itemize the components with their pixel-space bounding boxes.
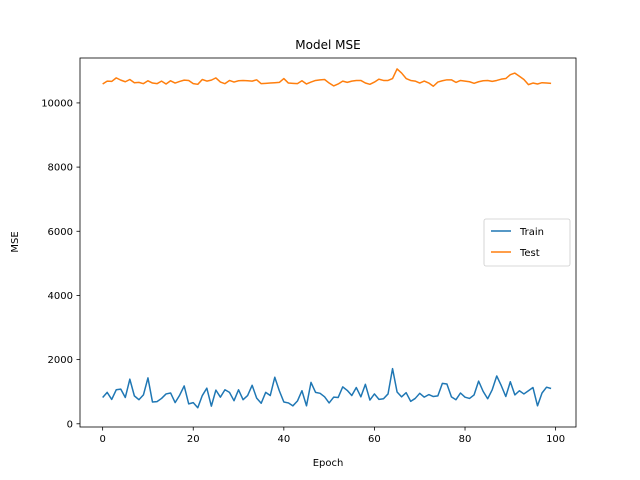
- y-tick-label: 10000: [41, 98, 73, 109]
- x-tick-label: 80: [459, 434, 472, 445]
- y-tick-label: 8000: [48, 163, 73, 174]
- series-line-train: [102, 367, 552, 409]
- chart-title: Model MSE: [295, 38, 360, 52]
- x-tick-label: 60: [368, 434, 381, 445]
- series-lines: [102, 68, 552, 409]
- y-tick-label: 6000: [48, 227, 73, 238]
- y-ticks: 0 2000 4000 6000 8000 10000: [41, 98, 80, 430]
- axes-frame: [79, 57, 577, 428]
- legend: Train Test: [483, 218, 571, 267]
- y-tick-label: 4000: [48, 291, 73, 302]
- legend-label-test: Test: [519, 248, 540, 259]
- x-tick-label: 0: [99, 434, 105, 445]
- legend-label-train: Train: [519, 227, 544, 238]
- x-tick-label: 100: [546, 434, 565, 445]
- y-tick-label: 0: [67, 419, 73, 430]
- x-tick-label: 40: [277, 434, 290, 445]
- plot-area: 0 20 40 60 80 100 0 2000 4000 6000 8000 10000: [41, 57, 577, 445]
- x-axis-label: Epoch: [313, 458, 344, 469]
- series-line-test: [102, 68, 552, 87]
- x-tick-label: 20: [187, 434, 200, 445]
- x-ticks: 0 20 40 60 80 100: [99, 427, 565, 445]
- y-tick-label: 2000: [48, 355, 73, 366]
- y-axis-label: MSE: [10, 231, 21, 252]
